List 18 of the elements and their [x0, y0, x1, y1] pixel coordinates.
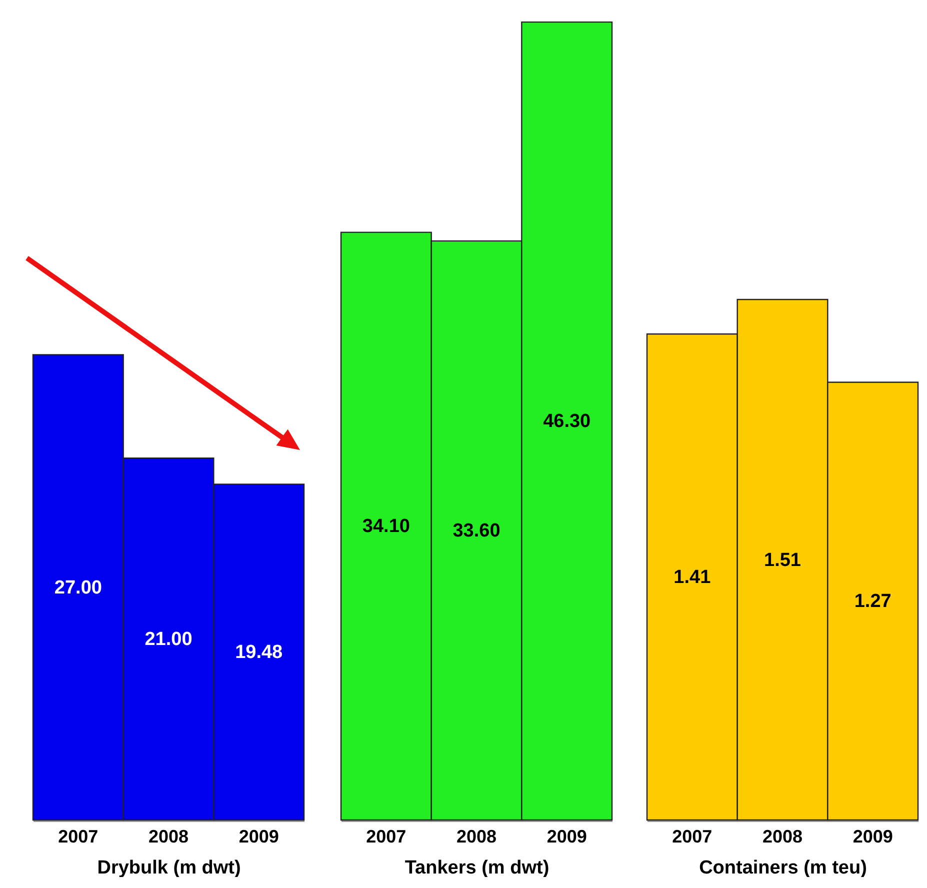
- x-tick-label: 2007: [366, 826, 406, 846]
- data-label: 1.41: [674, 567, 712, 588]
- x-tick-label: 2008: [148, 826, 189, 846]
- data-label: 1.51: [764, 550, 802, 571]
- data-label: 27.00: [54, 577, 102, 598]
- data-label: 34.10: [362, 516, 410, 538]
- data-label: 19.48: [235, 642, 283, 664]
- x-tick-label: 2007: [58, 826, 98, 846]
- data-label: 33.60: [452, 520, 500, 542]
- x-tick-label: 2009: [852, 826, 893, 846]
- data-label: 1.27: [854, 591, 892, 612]
- x-tick-label: 2007: [672, 826, 712, 846]
- x-tick-label: 2009: [238, 826, 279, 846]
- data-label: 21.00: [144, 629, 192, 650]
- x-tick-label: 2008: [762, 826, 803, 846]
- x-tick-label: 2009: [546, 826, 587, 846]
- x-tick-label: 2008: [456, 826, 497, 846]
- data-label: 46.30: [543, 411, 591, 432]
